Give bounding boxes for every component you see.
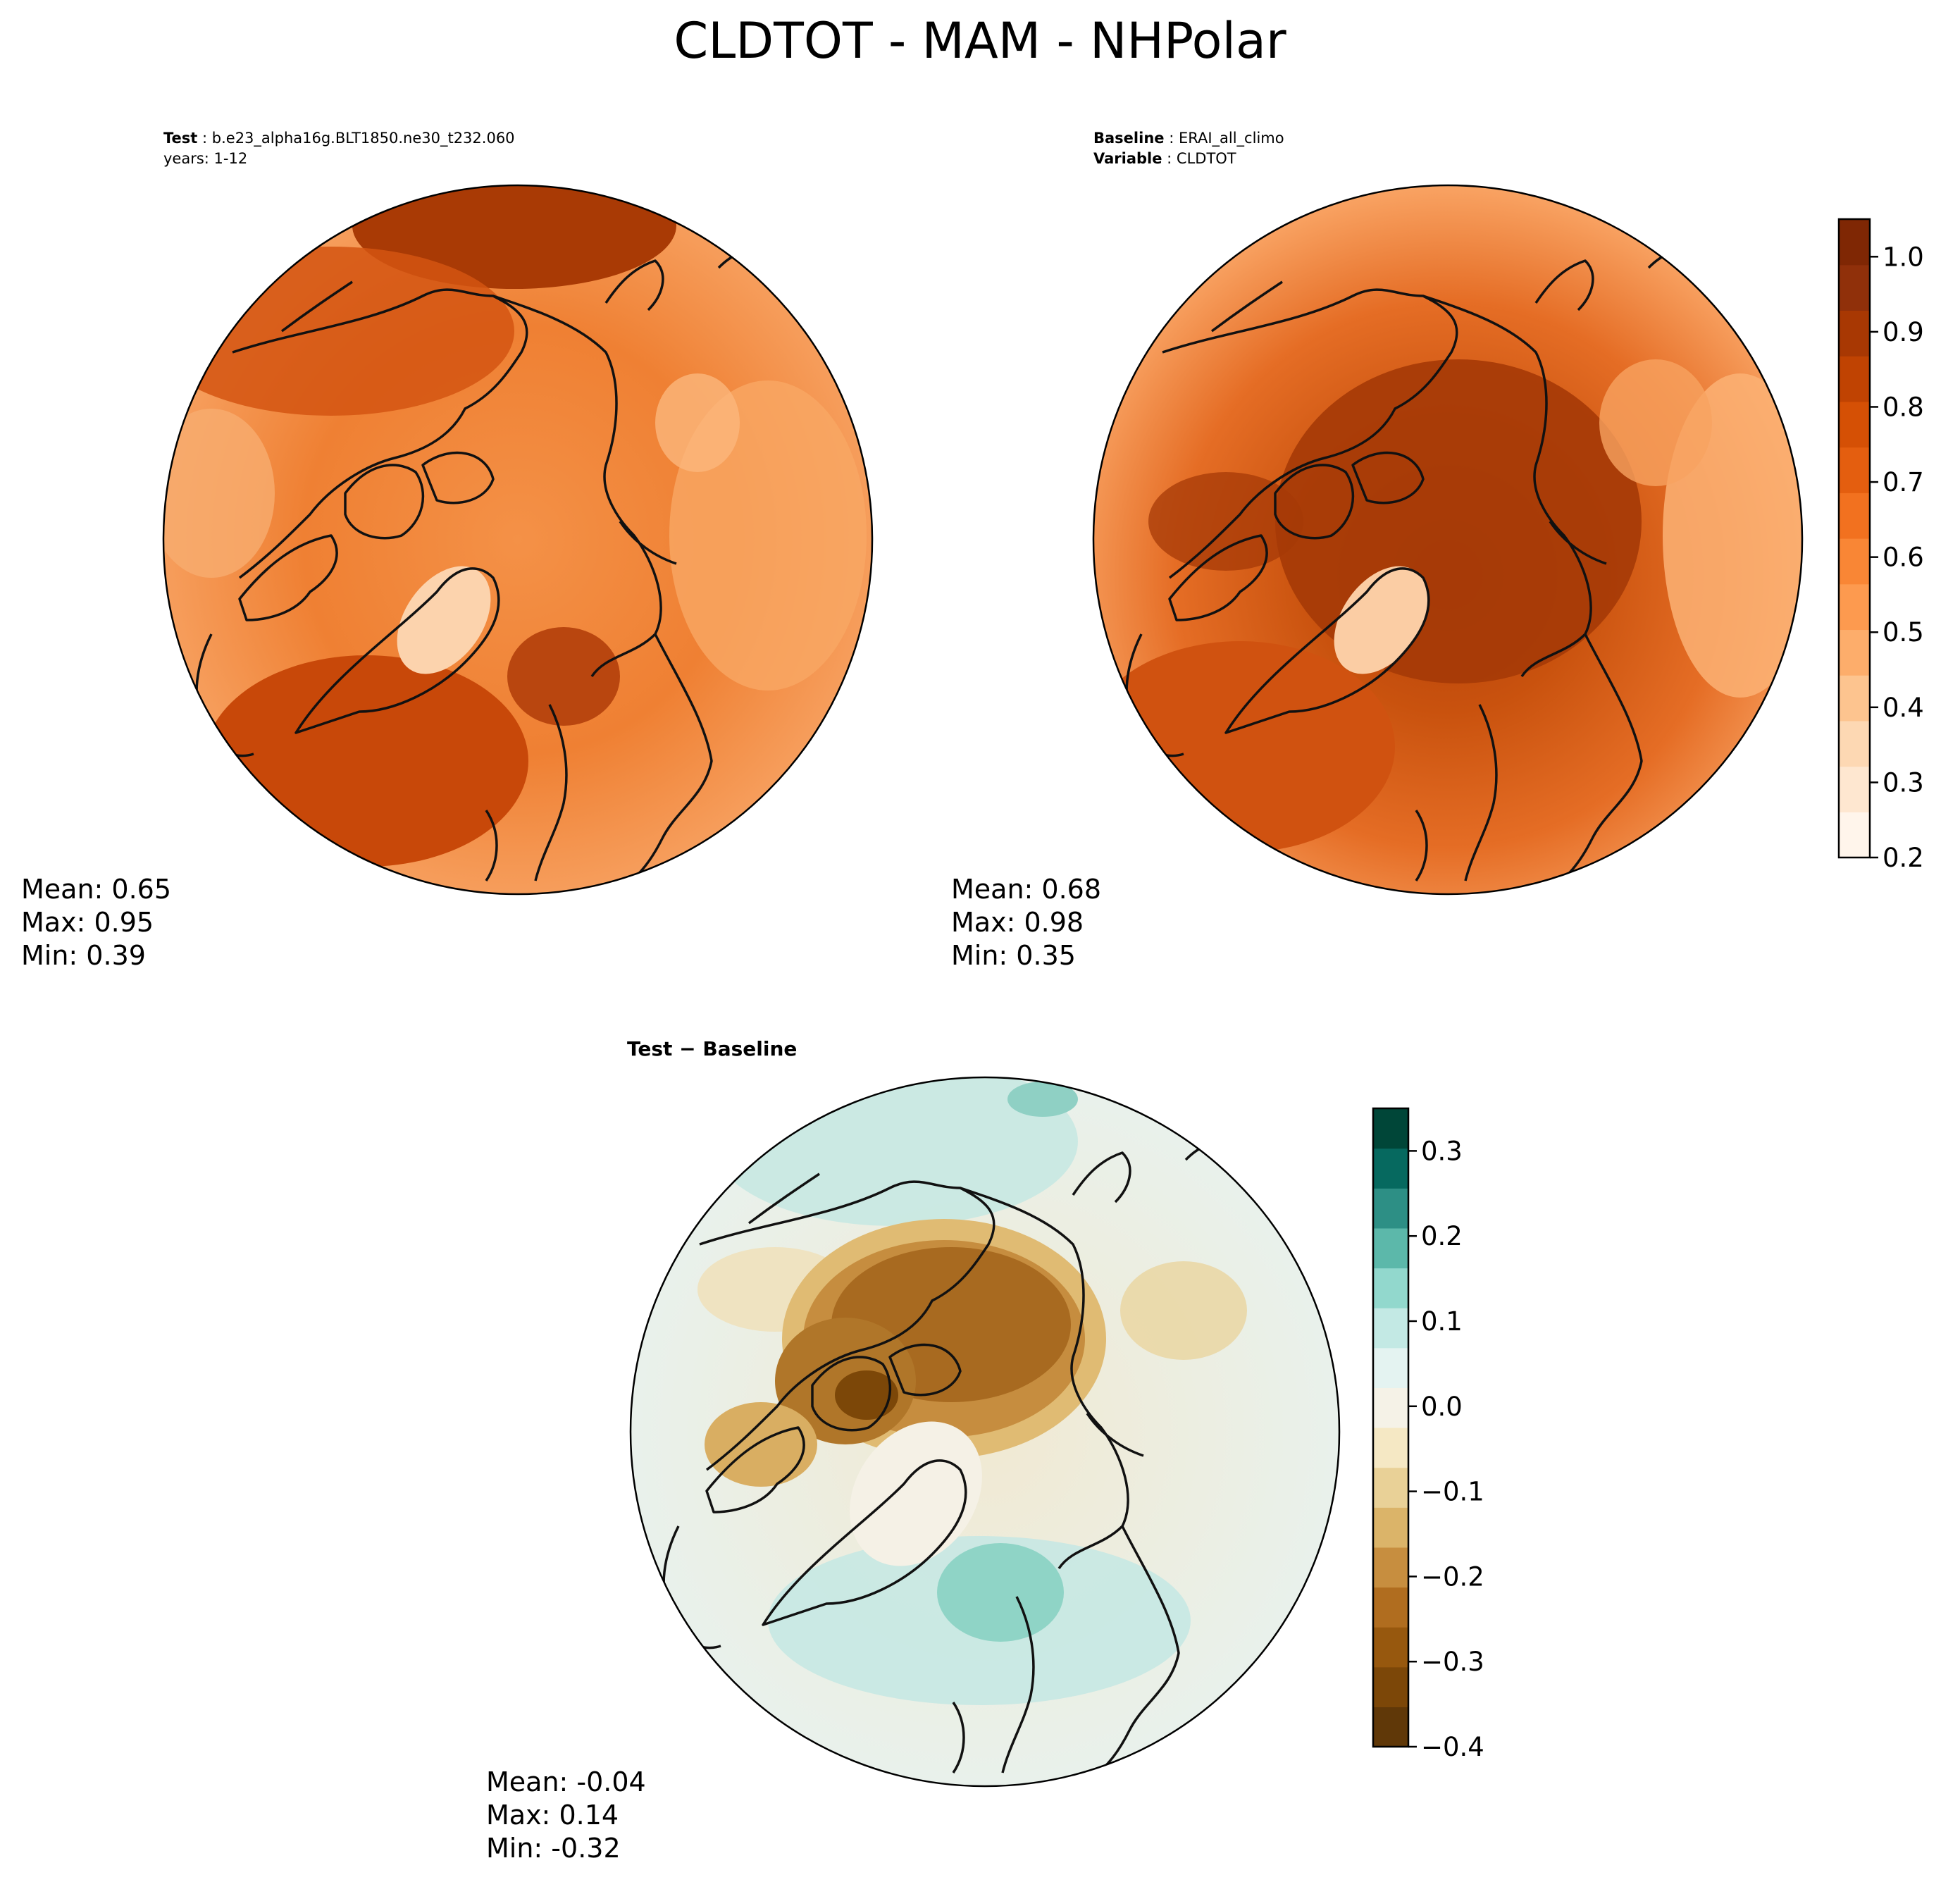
colorbar-diff-tick-label: 0.0 (1421, 1392, 1463, 1422)
colorbar-main-swatch (1839, 583, 1870, 631)
colorbar-main-swatch (1839, 356, 1870, 402)
colorbar-main-swatch (1839, 766, 1870, 812)
colorbar-main-swatch (1839, 720, 1870, 767)
baseline-label-bold: Baseline (1093, 130, 1165, 147)
test-panel: Test : b.e23_alpha16g.BLT1850.ne30_t232.… (21, 130, 874, 971)
diff-header: Test − Baseline (627, 1037, 797, 1060)
colorbar-main-swatch (1839, 629, 1870, 676)
baseline-max: Max: 0.98 (951, 907, 1084, 938)
test-coastlines (195, 252, 762, 889)
colorbar-main-swatch (1839, 447, 1870, 493)
diff-min: Min: -0.32 (486, 1833, 621, 1864)
colorbar-diff-swatch (1373, 1387, 1408, 1428)
colorbar-diff-swatch (1373, 1627, 1408, 1668)
test-map-field (163, 185, 872, 894)
test-min: Min: 0.39 (21, 940, 146, 971)
diff-map-field (631, 1077, 1339, 1786)
colorbar-main-tick-label: 1.0 (1883, 242, 1924, 272)
colorbar-diff-tick-label: −0.3 (1421, 1647, 1484, 1677)
colorbar-diff-swatch (1373, 1227, 1408, 1269)
test-label-bold: Test (163, 130, 197, 147)
colorbar-diff-swatch (1373, 1666, 1408, 1707)
colorbar-diff-swatch (1373, 1587, 1408, 1628)
test-label-value: b.e23_alpha16g.BLT1850.ne30_t232.060 (212, 130, 515, 147)
colorbar-main-swatch (1839, 675, 1870, 722)
colorbar-diff-tick-label: −0.4 (1421, 1732, 1484, 1762)
colorbar-diff-swatch (1373, 1148, 1408, 1189)
figure-title: CLDTOT - MAM - NHPolar (674, 12, 1286, 70)
baseline-variable-bold: Variable (1093, 150, 1162, 167)
baseline-header: Baseline : ERAI_all_climo (1093, 130, 1284, 147)
baseline-variable: Variable : CLDTOT (1093, 150, 1236, 167)
colorbar-diff-tick-label: −0.2 (1421, 1561, 1484, 1592)
colorbar-diff: −0.4 −0.3 −0.2 −0.1 0.0 0.1 0.2 0.3 (1372, 1107, 1484, 1762)
colorbar-diff-tick-label: 0.2 (1421, 1221, 1463, 1251)
colorbar-diff-tick-label: 0.3 (1421, 1136, 1463, 1166)
baseline-map-boundary (1092, 184, 1804, 896)
baseline-label-value: ERAI_all_climo (1179, 130, 1284, 147)
colorbar-diff-swatch (1373, 1467, 1408, 1508)
colorbar-main-swatch (1839, 310, 1870, 357)
baseline-label-sep: : (1165, 130, 1179, 147)
colorbar-diff-tick-label: 0.1 (1421, 1306, 1463, 1337)
test-label-sep: : (197, 130, 211, 147)
test-years: years: 1-12 (163, 150, 247, 167)
colorbar-main-tick-label: 0.4 (1883, 693, 1924, 723)
colorbar-diff-swatch (1373, 1547, 1408, 1588)
colorbar-main-tick-label: 0.6 (1883, 543, 1924, 573)
colorbar-main-tick-label: 0.3 (1883, 767, 1924, 798)
colorbar-main-swatch (1839, 493, 1870, 539)
colorbar-main-tick-label: 0.2 (1883, 843, 1924, 873)
colorbar-main-tick-label: 0.5 (1883, 617, 1924, 648)
test-max: Max: 0.95 (21, 907, 154, 938)
colorbar-diff-swatch (1373, 1188, 1408, 1229)
baseline-mean: Mean: 0.68 (951, 874, 1101, 905)
colorbar-main-frame (1837, 218, 1871, 859)
test-header: Test : b.e23_alpha16g.BLT1850.ne30_t232.… (163, 130, 515, 147)
colorbar-main: 0.2 0.3 0.4 0.5 0.6 0.7 0.8 0.9 1.0 (1837, 218, 1924, 873)
baseline-variable-sep: : (1162, 150, 1176, 167)
baseline-panel: Baseline : ERAI_all_climo Variable : CLD… (951, 130, 1804, 971)
colorbar-diff-swatch (1373, 1507, 1408, 1548)
test-map-boundary (162, 184, 874, 896)
colorbar-main-swatch (1839, 812, 1870, 858)
colorbar-diff-frame (1372, 1107, 1410, 1748)
colorbar-diff-tick-label: −0.1 (1421, 1477, 1484, 1507)
test-mean: Mean: 0.65 (21, 874, 171, 905)
baseline-min: Min: 0.35 (951, 940, 1076, 971)
colorbar-main-swatch (1839, 219, 1870, 266)
baseline-variable-value: CLDTOT (1177, 150, 1236, 167)
diff-max: Max: 0.14 (486, 1800, 619, 1831)
colorbar-diff-swatch (1373, 1108, 1408, 1149)
diff-panel: Test − Baseline (486, 1037, 1341, 1864)
colorbar-main-tick-label: 0.7 (1883, 467, 1924, 497)
colorbar-main-swatch (1839, 401, 1870, 448)
diff-mean: Mean: -0.04 (486, 1766, 646, 1797)
colorbar-main-tick-label: 0.8 (1883, 392, 1924, 422)
colorbar-diff-swatch (1373, 1428, 1408, 1468)
colorbar-main-swatch (1839, 538, 1870, 585)
colorbar-main-tick-label: 0.9 (1883, 317, 1924, 347)
colorbar-diff-swatch (1373, 1308, 1408, 1349)
diff-map-boundary (629, 1076, 1341, 1788)
colorbar-main-swatch (1839, 264, 1870, 311)
colorbar-diff-swatch (1373, 1707, 1408, 1747)
colorbar-diff-swatch (1373, 1347, 1408, 1388)
colorbar-diff-swatch (1373, 1268, 1408, 1308)
